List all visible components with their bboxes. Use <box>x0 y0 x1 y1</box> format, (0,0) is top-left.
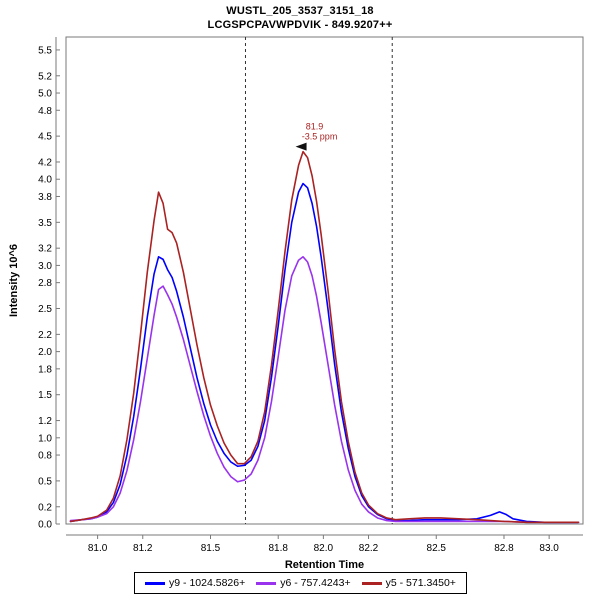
plot-frame <box>65 36 584 525</box>
page-title: WUSTL_205_3537_3151_18 <box>226 5 374 17</box>
legend-color-swatch <box>361 581 382 585</box>
y-tick-label: 0.2 <box>38 502 52 513</box>
x-tick-label: 81.2 <box>133 543 153 554</box>
y-tick-label: 3.2 <box>38 244 52 255</box>
x-axis-title: Retention Time <box>285 559 364 571</box>
x-tick-label: 81.5 <box>201 543 221 554</box>
x-tick-label: 82.5 <box>427 543 447 554</box>
trace-line-1 <box>69 182 580 524</box>
trace-line-2 <box>69 255 580 524</box>
y-tick-label: 0.5 <box>38 476 52 487</box>
y-tick-label: 2.5 <box>38 304 52 315</box>
legend-color-swatch <box>256 581 277 585</box>
chart-title-block: WUSTL_205_3537_3151_18 LCGSPCPAVWPDVIK -… <box>0 4 600 32</box>
legend-item-label: y5 - 571.3450+ <box>385 577 456 589</box>
legend-item-label: y9 - 1024.5826+ <box>169 577 246 589</box>
legend-item-y9[interactable]: y9 - 1024.5826+ <box>145 577 245 589</box>
y-tick-label: 2.0 <box>38 347 52 358</box>
y-tick-label: 5.2 <box>38 71 52 82</box>
x-tick-label: 82.2 <box>359 543 379 554</box>
y-tick-label: 5.5 <box>38 45 52 56</box>
y-tick-label: 1.5 <box>38 390 52 401</box>
y-tick-label: 2.8 <box>38 278 52 289</box>
page-subtitle: LCGSPCPAVWPDVIK - 849.9207++ <box>207 19 393 31</box>
y-tick-label: 0.0 <box>38 520 52 531</box>
y-tick-label: 4.8 <box>38 106 52 117</box>
y-tick-label: 4.2 <box>38 157 52 168</box>
legend-item-label: y6 - 757.4243+ <box>280 577 351 589</box>
y-tick-label: 5.0 <box>38 89 52 100</box>
y-tick-label: 0.8 <box>38 451 52 462</box>
annotation-pointer-icon <box>295 142 307 151</box>
y-tick-label: 1.2 <box>38 416 52 427</box>
x-tick-label: 82.8 <box>494 543 514 554</box>
y-tick-label: 3.8 <box>38 192 52 203</box>
x-tick-label: 83.0 <box>539 543 559 554</box>
x-tick-label: 82.0 <box>314 543 334 554</box>
legend-color-swatch <box>145 581 166 585</box>
annotation-rt-label: 81.9 <box>306 122 324 132</box>
y-tick-label: 3.5 <box>38 218 52 229</box>
y-tick-label: 1.0 <box>38 433 52 444</box>
trace-line-3 <box>69 150 580 524</box>
y-tick-label: 4.5 <box>38 132 52 143</box>
y-axis-title: Intensity 10^6 <box>8 244 20 317</box>
y-tick-label: 2.2 <box>38 330 52 341</box>
y-tick-label: 4.0 <box>38 175 52 186</box>
x-tick-label: 81.8 <box>268 543 288 554</box>
annotation-ppm-label: -3.5 ppm <box>302 132 338 142</box>
x-tick-label: 81.0 <box>88 543 108 554</box>
legend-item-y6[interactable]: y6 - 757.4243+ <box>256 577 351 589</box>
chart-legend: y9 - 1024.5826+ y6 - 757.4243+ y5 - 571.34… <box>134 572 467 594</box>
legend-item-y5[interactable]: y5 - 571.3450+ <box>361 577 456 589</box>
y-tick-label: 3.0 <box>38 261 52 272</box>
y-tick-label: 1.8 <box>38 364 52 375</box>
